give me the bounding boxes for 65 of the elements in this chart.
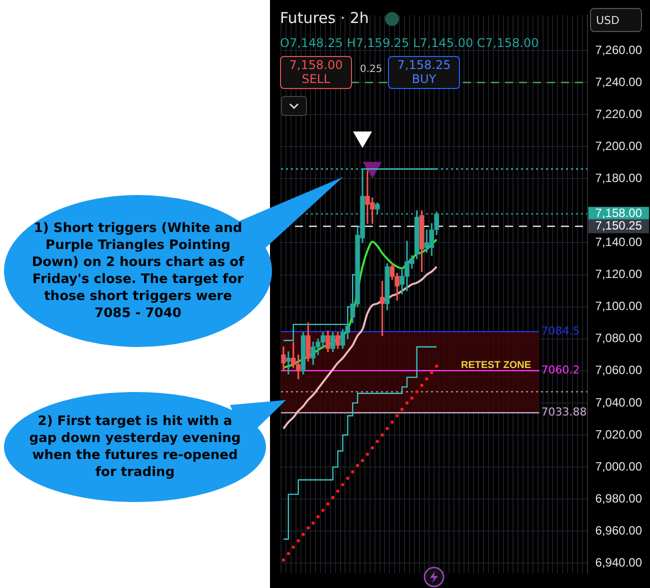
annotation: BUY [410,72,438,86]
ref-line-label: 7084.5 [541,324,580,338]
point [395,414,399,418]
y-tick-label: 7,020.00 [595,427,642,442]
text: 2) First target is hit with a gap down yesterday evening when the futures re-opened for trading [29,413,241,481]
point [356,464,360,468]
y-tick-label: 6,960.00 [595,523,642,538]
point [306,526,310,530]
point [346,476,350,480]
point [430,370,434,374]
point [425,377,428,381]
point [415,390,418,394]
point [405,401,409,405]
point [321,508,325,512]
ref-line-label: 7,150.25 [595,218,642,233]
y-tick-label: 6,940.00 [595,556,642,570]
point [316,515,320,518]
y-tick-label: 7,120.00 [595,267,642,282]
point [390,420,394,424]
text: 1) Short triggers (White and Purple Triangles Pointing Down) on 2 hours chart as of Friday's close. The target for those short triggers were 7085 - 7040 [30,220,246,322]
point [351,470,354,474]
y-tick-label: 7,240.00 [595,74,642,89]
point [380,433,384,437]
point [296,539,300,542]
y-tick-label: 7,180.00 [595,170,642,185]
point [386,426,389,430]
chart-title: Futures · 2h [280,9,369,27]
point [326,502,330,506]
point [360,459,364,462]
point [400,408,404,411]
y-tick-label: 7,060.00 [595,363,642,378]
y-tick-label: 6,980.00 [595,491,642,506]
point [302,532,305,536]
y-tick-label: 7,000.00 [595,459,642,474]
point [331,496,334,500]
ref-line-label: 7033.88 [541,406,587,419]
ref-line-label: 7,158.00 [595,206,642,220]
point [292,546,295,549]
annotation: 7,158.25 [396,58,452,72]
annotation: SELL [300,72,332,86]
annotation: 7,158.00 [288,58,344,72]
point [282,558,286,562]
y-tick-label: 7,140.00 [595,235,642,250]
y-tick-label: 7,100.00 [595,299,642,314]
y-tick-label: 7,260.00 [595,42,642,57]
y-tick-label: 7,220.00 [595,106,642,121]
point [435,364,438,368]
y-tick-label: 7,080.00 [595,331,642,346]
annotation: 0.25 [360,64,382,75]
point [366,452,370,456]
point [420,384,424,387]
point [341,483,344,486]
point [286,552,290,556]
point [312,522,315,525]
point [336,489,340,493]
band-label: RETEST ZONE [461,360,532,371]
y-tick-label: 7,200.00 [595,138,642,153]
point [410,396,414,400]
line-series [282,266,438,430]
point [376,440,379,444]
text: USD [590,8,642,32]
point [370,446,374,450]
ref-line-label: 7060.2 [541,363,580,376]
y-tick-label: 7,040.00 [595,395,642,410]
annotation: O7,148.25 H7,159.25 L7,145.00 C7,158.00 [280,36,539,50]
